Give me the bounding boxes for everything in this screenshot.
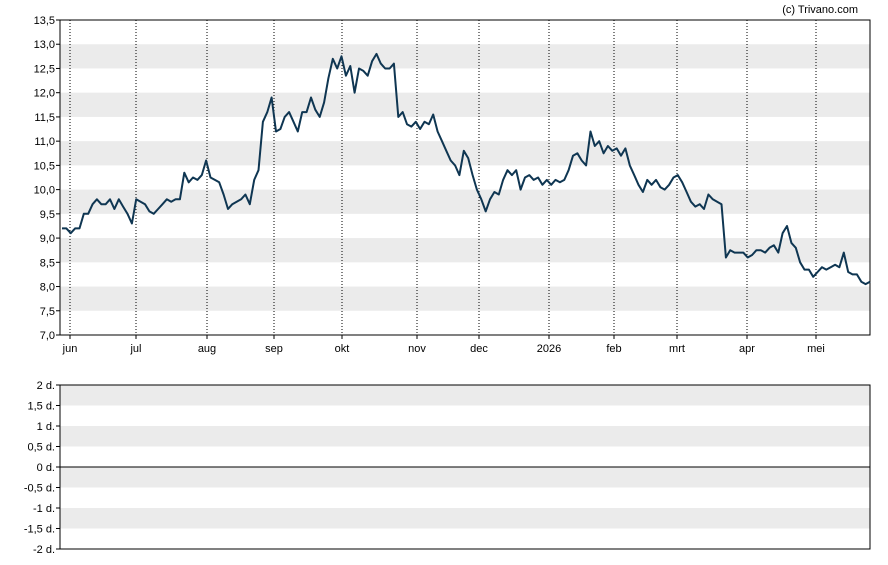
x-tick-label: jun [62, 343, 78, 355]
y-tick-label: 13,5 [34, 15, 55, 27]
top-chart-y-axis: 7,0 7,5 8,0 8,5 9,0 9,5 10,0 10,5 11,0 11,5 12,0 12… [34, 15, 60, 342]
x-tick-label: mrt [669, 343, 685, 355]
price-series-line [62, 52, 871, 286]
y-tick-label: 9,0 [40, 233, 55, 245]
credit-label: (c) Trivano.com [782, 4, 858, 16]
x-tick-label: dec [470, 343, 488, 355]
y-tick-label: 10,0 [34, 185, 55, 197]
top-band [60, 238, 870, 263]
x-tick-label: mei [807, 343, 825, 355]
y-tick-label: 12,0 [34, 88, 55, 100]
bottom-band [60, 467, 870, 488]
x-tick-label: jul [129, 343, 141, 355]
y-tick-label: -1 d. [33, 503, 55, 515]
top-band [60, 92, 870, 117]
y-tick-label: -0,5 d. [24, 483, 55, 495]
y-tick-label: 11,0 [34, 136, 55, 148]
x-tick-label: sep [265, 343, 283, 355]
y-tick-label: 7,0 [40, 330, 55, 342]
bottom-band [60, 385, 870, 406]
bottom-chart-y-axis: 2 d. 1,5 d. 1 d. 0,5 d. 0 d. -0,5 d. -1 d. -1,5… [24, 380, 60, 556]
y-tick-label: 12,5 [34, 63, 55, 75]
top-band [60, 189, 870, 214]
top-chart-bands [60, 44, 870, 311]
y-tick-label: -1,5 d. [24, 524, 55, 536]
y-tick-label: 10,5 [34, 160, 55, 172]
y-tick-label: 2 d. [37, 380, 55, 392]
y-tick-label: 9,5 [40, 209, 55, 221]
y-tick-label: 1,5 d. [27, 401, 55, 413]
x-tick-label: aug [198, 343, 216, 355]
top-band [60, 286, 870, 311]
y-tick-label: 0 d. [37, 462, 55, 474]
y-tick-label: 13,0 [34, 39, 55, 51]
x-tick-label: apr [739, 343, 755, 355]
top-chart-x-axis: jun jul aug sep okt nov dec 2026 feb mrt apr mei [62, 335, 825, 355]
bottom-band [60, 508, 870, 529]
x-tick-label: 2026 [537, 343, 561, 355]
y-tick-label: 7,5 [40, 306, 55, 318]
bottom-chart-bands [60, 385, 870, 529]
top-chart-frame [59, 19, 871, 336]
y-tick-label: 8,5 [40, 257, 55, 269]
x-tick-label: nov [408, 343, 426, 355]
x-tick-label: okt [335, 343, 350, 355]
bottom-band [60, 426, 870, 447]
y-tick-label: 0,5 d. [27, 442, 55, 454]
top-band [60, 44, 870, 69]
y-tick-label: 11,5 [34, 112, 55, 124]
y-tick-label: -2 d. [33, 544, 55, 556]
y-tick-label: 1 d. [37, 421, 55, 433]
x-tick-label: feb [606, 343, 621, 355]
y-tick-label: 8,0 [40, 282, 55, 294]
